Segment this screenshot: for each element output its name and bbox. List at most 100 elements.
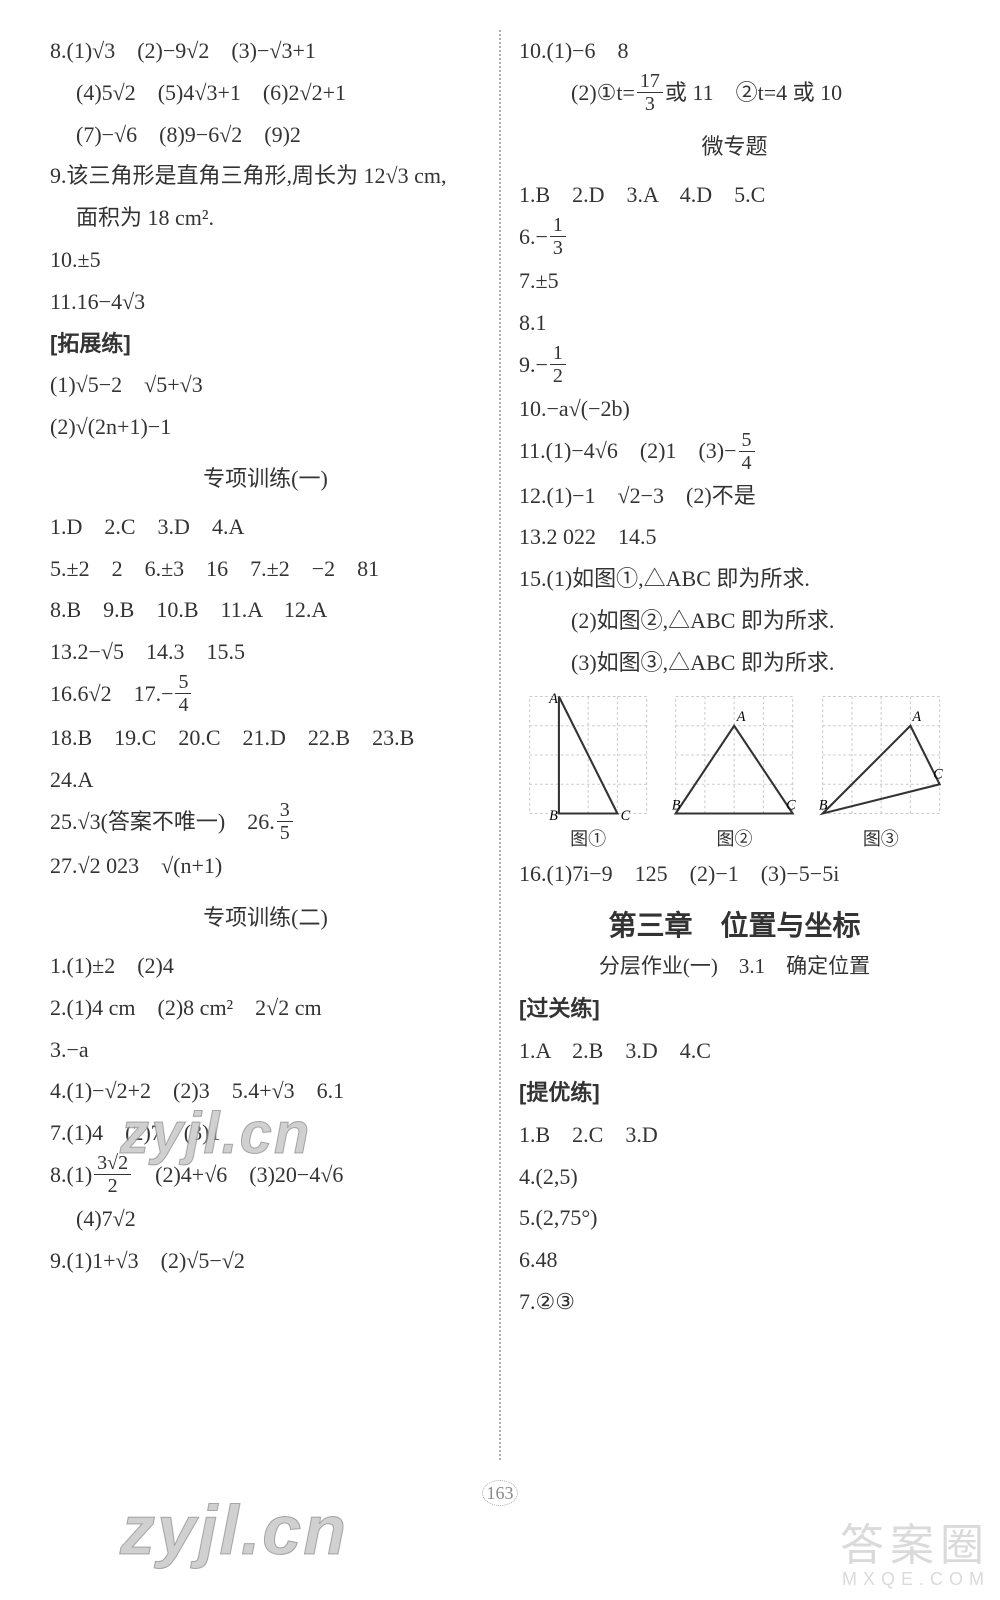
denominator: 5 bbox=[277, 822, 293, 843]
page-number-value: 163 bbox=[482, 1480, 518, 1506]
text-fragment: 6.− bbox=[519, 224, 548, 249]
figure-label: 图② bbox=[665, 825, 803, 851]
svg-text:C: C bbox=[621, 808, 631, 820]
fraction: 35 bbox=[277, 800, 293, 843]
text-line: 27.√2 023 √(n+1) bbox=[50, 845, 481, 887]
chapter-title: 第三章 位置与坐标 bbox=[519, 904, 950, 944]
corner-watermark-big: 答案圈 bbox=[840, 1521, 990, 1570]
numerator: 5 bbox=[175, 672, 191, 694]
text-fragment: 或 11 ②t=4 或 10 bbox=[665, 80, 842, 105]
section-title: 微专题 bbox=[519, 126, 950, 168]
text-line: 9.(1)1+√3 (2)√5−√2 bbox=[50, 1240, 481, 1282]
text-line: 1.A 2.B 3.D 4.C bbox=[519, 1030, 950, 1072]
corner-watermark-small: MXQE.COM bbox=[840, 1570, 990, 1590]
figure-1: A B C 图① bbox=[519, 690, 657, 851]
section-title: 专项训练(二) bbox=[50, 897, 481, 939]
svg-text:A: A bbox=[548, 691, 558, 707]
text-line: 3.−a bbox=[50, 1029, 481, 1071]
text-line: 8.(1)√3 (2)−9√2 (3)−√3+1 bbox=[50, 30, 481, 72]
text-line: 6.48 bbox=[519, 1239, 950, 1281]
denominator: 4 bbox=[739, 452, 755, 473]
numerator: 1 bbox=[550, 215, 566, 237]
denominator: 3 bbox=[550, 237, 566, 258]
numerator: 17 bbox=[637, 71, 663, 93]
text-line: 10.−a√(−2b) bbox=[519, 388, 950, 430]
text-line: 10.±5 bbox=[50, 239, 481, 281]
numerator: 5 bbox=[739, 430, 755, 452]
denominator: 2 bbox=[550, 365, 566, 386]
denominator: 2 bbox=[94, 1175, 131, 1196]
text-line: 8.(1)3√22 (2)4+√6 (3)20−4√6 bbox=[50, 1154, 481, 1198]
text-line: 9.−12 bbox=[519, 344, 950, 388]
numerator: 3√2 bbox=[94, 1153, 131, 1175]
text-line: 面积为 18 cm². bbox=[50, 197, 481, 239]
svg-text:C: C bbox=[933, 766, 943, 782]
text-fragment: 11.(1)−4√6 (2)1 (3)− bbox=[519, 438, 737, 463]
section-heading: [拓展练] bbox=[50, 323, 481, 365]
text-line: 1.B 2.D 3.A 4.D 5.C bbox=[519, 174, 950, 216]
text-line: 25.√3(答案不唯一) 26.35 bbox=[50, 801, 481, 845]
denominator: 4 bbox=[175, 694, 191, 715]
text-line: 11.(1)−4√6 (2)1 (3)−54 bbox=[519, 430, 950, 474]
denominator: 3 bbox=[637, 93, 663, 114]
text-line: 13.2 022 14.5 bbox=[519, 516, 950, 558]
text-line: (2)√(2n+1)−1 bbox=[50, 406, 481, 448]
text-fragment: 25.√3(答案不唯一) 26. bbox=[50, 809, 275, 834]
numerator: 3 bbox=[277, 800, 293, 822]
text-line: 15.(1)如图①,△ABC 即为所求. bbox=[519, 558, 950, 600]
triangle-grid-3: A B C bbox=[812, 690, 950, 820]
text-line: 10.(1)−6 8 bbox=[519, 30, 950, 72]
text-line: 13.2−√5 14.3 15.5 bbox=[50, 631, 481, 673]
fraction: 3√22 bbox=[94, 1153, 131, 1196]
text-line: 1.(1)±2 (2)4 bbox=[50, 945, 481, 987]
text-line: (3)如图③,△ABC 即为所求. bbox=[519, 642, 950, 684]
subchapter-title: 分层作业(一) 3.1 确定位置 bbox=[519, 950, 950, 980]
text-line: 7.(1)4 (2)7 (3)1 bbox=[50, 1112, 481, 1154]
triangle-grid-2: A B C bbox=[665, 690, 803, 820]
text-line: 9.该三角形是直角三角形,周长为 12√3 cm, bbox=[50, 155, 481, 197]
text-line: (4)7√2 bbox=[50, 1198, 481, 1240]
text-fragment: 16.6√2 17.− bbox=[50, 681, 173, 706]
text-line: 18.B 19.C 20.C 21.D 22.B 23.B bbox=[50, 717, 481, 759]
page-container: 8.(1)√3 (2)−9√2 (3)−√3+1 (4)5√2 (5)4√3+1… bbox=[0, 0, 1000, 1480]
svg-text:A: A bbox=[736, 709, 746, 725]
text-fragment: 9.− bbox=[519, 352, 548, 377]
fraction: 13 bbox=[550, 215, 566, 258]
fraction: 12 bbox=[550, 343, 566, 386]
corner-watermark: 答案圈 MXQE.COM bbox=[840, 1522, 990, 1590]
fraction: 173 bbox=[637, 71, 663, 114]
text-line: 24.A bbox=[50, 759, 481, 801]
section-heading: [提优练] bbox=[519, 1072, 950, 1114]
page-number: 163 bbox=[0, 1480, 1000, 1506]
text-line: (4)5√2 (5)4√3+1 (6)2√2+1 bbox=[50, 72, 481, 114]
figure-label: 图③ bbox=[812, 825, 950, 851]
text-line: (2)①t=173或 11 ②t=4 或 10 bbox=[519, 72, 950, 116]
text-line: 4.(2,5) bbox=[519, 1156, 950, 1198]
figure-2: A B C 图② bbox=[665, 690, 803, 851]
text-line: (7)−√6 (8)9−6√2 (9)2 bbox=[50, 114, 481, 156]
text-line: 7.±5 bbox=[519, 260, 950, 302]
svg-text:C: C bbox=[786, 797, 796, 813]
text-line: 12.(1)−1 √2−3 (2)不是 bbox=[519, 475, 950, 517]
text-line: 16.6√2 17.−54 bbox=[50, 673, 481, 717]
figure-3: A B C 图③ bbox=[812, 690, 950, 851]
text-line: 7.②③ bbox=[519, 1281, 950, 1323]
section-title: 专项训练(一) bbox=[50, 458, 481, 500]
numerator: 1 bbox=[550, 343, 566, 365]
fraction: 54 bbox=[739, 430, 755, 473]
svg-text:B: B bbox=[549, 808, 558, 820]
text-line: 8.1 bbox=[519, 302, 950, 344]
text-line: 1.B 2.C 3.D bbox=[519, 1114, 950, 1156]
text-line: 5.±2 2 6.±3 16 7.±2 −2 81 bbox=[50, 548, 481, 590]
text-line: 6.−13 bbox=[519, 216, 950, 260]
text-line: (1)√5−2 √5+√3 bbox=[50, 364, 481, 406]
text-line: 1.D 2.C 3.D 4.A bbox=[50, 506, 481, 548]
figures-row: A B C 图① A B C 图② bbox=[519, 690, 950, 851]
figure-label: 图① bbox=[519, 825, 657, 851]
svg-text:B: B bbox=[672, 797, 681, 813]
text-line: (2)如图②,△ABC 即为所求. bbox=[519, 600, 950, 642]
right-column: 10.(1)−6 8 (2)①t=173或 11 ②t=4 或 10 微专题 1… bbox=[509, 30, 960, 1460]
text-line: 5.(2,75°) bbox=[519, 1197, 950, 1239]
column-divider bbox=[499, 30, 501, 1460]
text-fragment: 8.(1) bbox=[50, 1162, 92, 1187]
